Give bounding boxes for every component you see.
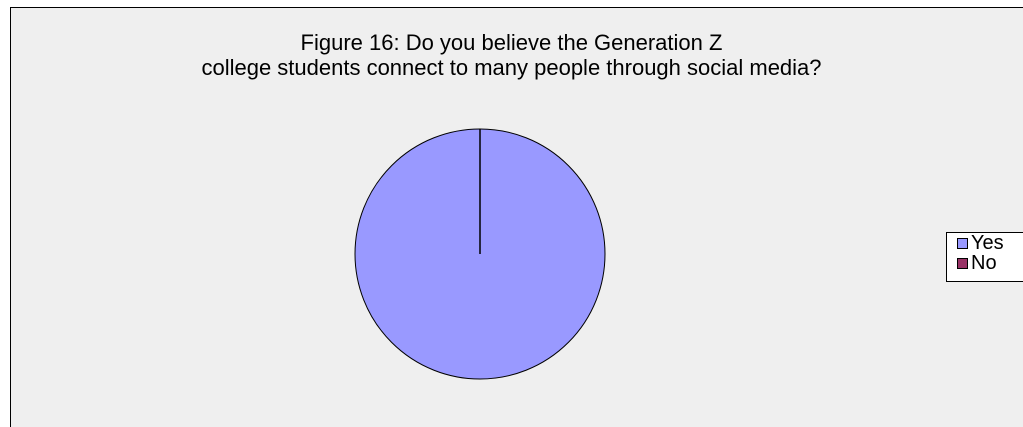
legend-item-yes: Yes: [957, 232, 1023, 254]
chart-title: Figure 16: Do you believe the Generation…: [0, 30, 1023, 80]
chart-title-line-2: college students connect to many people …: [201, 55, 822, 80]
legend-swatch: [957, 238, 968, 249]
legend-label: Yes: [971, 232, 1004, 254]
legend-swatch: [957, 258, 968, 269]
legend-item-no: No: [957, 252, 1023, 274]
chart-title-line-1: Figure 16: Do you believe the Generation…: [300, 30, 723, 55]
legend-label: No: [971, 252, 997, 274]
pie-chart: [354, 128, 606, 380]
legend: Yes No: [946, 232, 1023, 282]
